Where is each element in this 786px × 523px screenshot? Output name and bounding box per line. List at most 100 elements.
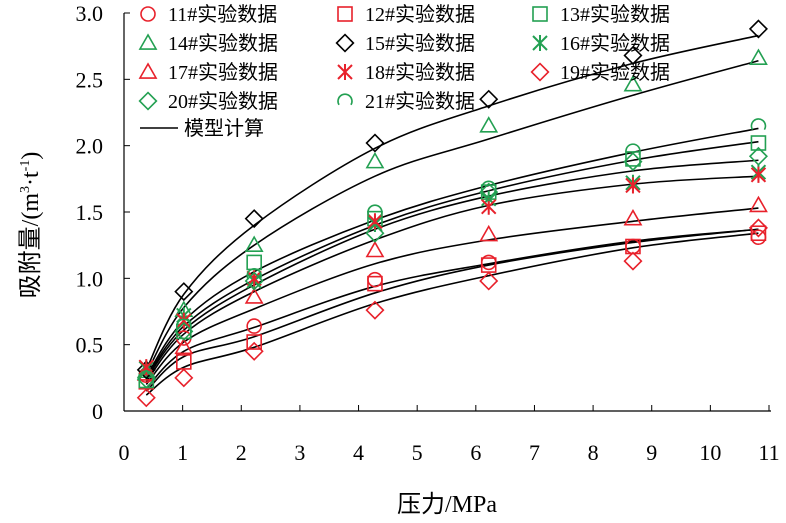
data-point xyxy=(625,151,641,167)
data-point xyxy=(479,271,499,291)
data-point xyxy=(479,116,499,133)
y-axis-title: 吸附量/(m3·t-1) xyxy=(17,152,44,299)
legend-label: 21#实验数据 xyxy=(365,90,475,113)
data-point xyxy=(136,388,156,408)
legend-marker xyxy=(532,6,548,22)
x-tick-label: 3 xyxy=(294,440,305,465)
data-point xyxy=(244,271,264,291)
data-point xyxy=(479,182,499,202)
data-point xyxy=(748,146,768,166)
y-tick-label: 0 xyxy=(92,399,103,424)
data-point xyxy=(365,223,385,243)
legend: 11#实验数据 12#实验数据 13#实验数据 14#实验数据 15#实验数据 16#实验… xyxy=(138,3,670,140)
data-point xyxy=(623,208,643,226)
data-point xyxy=(136,360,156,380)
legend-marker xyxy=(138,62,158,79)
y-tick-label: 2.0 xyxy=(76,134,104,159)
y-title-mid: ·t xyxy=(18,171,44,186)
y-tick-label: 1.0 xyxy=(76,266,104,291)
data-point xyxy=(246,318,262,334)
data-point xyxy=(138,370,155,383)
data-point xyxy=(176,312,192,329)
data-point xyxy=(244,235,264,253)
model-curve xyxy=(145,175,759,383)
x-tick-label: 7 xyxy=(529,440,540,465)
y-tick-label: 1.5 xyxy=(76,200,104,225)
data-point xyxy=(749,48,768,65)
x-tick-label: 0 xyxy=(119,440,130,465)
x-tick-label: 5 xyxy=(412,440,423,465)
model-curve xyxy=(145,232,759,396)
data-point xyxy=(174,282,194,302)
data-point xyxy=(367,204,383,217)
data-point xyxy=(750,225,767,242)
x-tick-label: 8 xyxy=(588,440,599,465)
legend-label: 11#实验数据 xyxy=(168,3,277,26)
x-ticks: 0 1 2 3 4 5 6 7 8 9 10 11 xyxy=(119,405,780,465)
data-point xyxy=(625,177,641,194)
data-point xyxy=(244,209,264,229)
legend-marker xyxy=(530,62,550,82)
model-curve xyxy=(145,228,759,390)
data-points xyxy=(136,19,768,408)
x-tick-label: 4 xyxy=(353,440,364,465)
data-point xyxy=(365,240,385,258)
data-point xyxy=(748,218,768,238)
legend-marker xyxy=(138,33,158,50)
y-title-prefix: 吸附量/(m xyxy=(17,193,44,299)
x-tick-label: 1 xyxy=(177,440,188,465)
data-point xyxy=(623,74,643,92)
y-ticks: 0 0.5 1.0 1.5 2.0 2.5 3.0 xyxy=(76,1,130,424)
y-title-sup1: 3 xyxy=(18,186,33,193)
x-axis-title: 压力/MPa xyxy=(397,491,497,518)
model-curve xyxy=(145,140,759,379)
model-curve xyxy=(145,207,759,385)
legend-marker xyxy=(140,6,156,22)
data-point xyxy=(244,341,264,361)
legend-label: 18#实验数据 xyxy=(365,61,475,84)
legend-marker xyxy=(532,34,548,52)
legend-label: 14#实验数据 xyxy=(168,32,278,55)
model-curve xyxy=(145,59,759,375)
data-point xyxy=(367,271,383,288)
legend-label: 模型计算 xyxy=(184,117,264,140)
y-tick-label: 0.5 xyxy=(76,333,104,358)
model-curve xyxy=(145,127,759,377)
data-point xyxy=(136,369,156,389)
data-point xyxy=(365,300,385,320)
data-point xyxy=(174,368,194,388)
legend-label: 12#实验数据 xyxy=(365,3,475,26)
data-point xyxy=(623,152,643,172)
data-point xyxy=(244,287,264,304)
y-tick-label: 2.5 xyxy=(76,67,104,92)
y-tick-label: 3.0 xyxy=(76,1,104,26)
data-point xyxy=(367,275,383,292)
legend-label: 19#实验数据 xyxy=(560,61,670,84)
data-point xyxy=(246,254,262,271)
legend-marker xyxy=(337,63,353,81)
data-point xyxy=(176,318,192,331)
model-curve xyxy=(145,228,759,392)
data-point xyxy=(246,268,262,280)
data-point xyxy=(625,143,641,156)
x-tick-label: 6 xyxy=(470,440,481,465)
data-point xyxy=(750,135,767,151)
x-tick-label: 11 xyxy=(758,440,779,465)
data-point xyxy=(623,251,643,271)
data-point xyxy=(246,334,262,350)
data-point xyxy=(479,89,499,109)
legend-label: 17#实验数据 xyxy=(168,61,278,84)
y-title-suffix: ) xyxy=(18,152,44,160)
data-point xyxy=(480,180,497,193)
data-point xyxy=(365,151,385,169)
legend-marker xyxy=(138,91,158,111)
data-point xyxy=(750,166,767,183)
legend-marker xyxy=(337,6,353,22)
legend-label: 20#实验数据 xyxy=(168,90,278,113)
x-tick-label: 10 xyxy=(699,440,721,465)
legend-label: 16#实验数据 xyxy=(560,32,670,55)
y-title-sup2: -1 xyxy=(18,160,33,172)
data-point xyxy=(174,337,194,355)
data-point xyxy=(623,45,643,65)
